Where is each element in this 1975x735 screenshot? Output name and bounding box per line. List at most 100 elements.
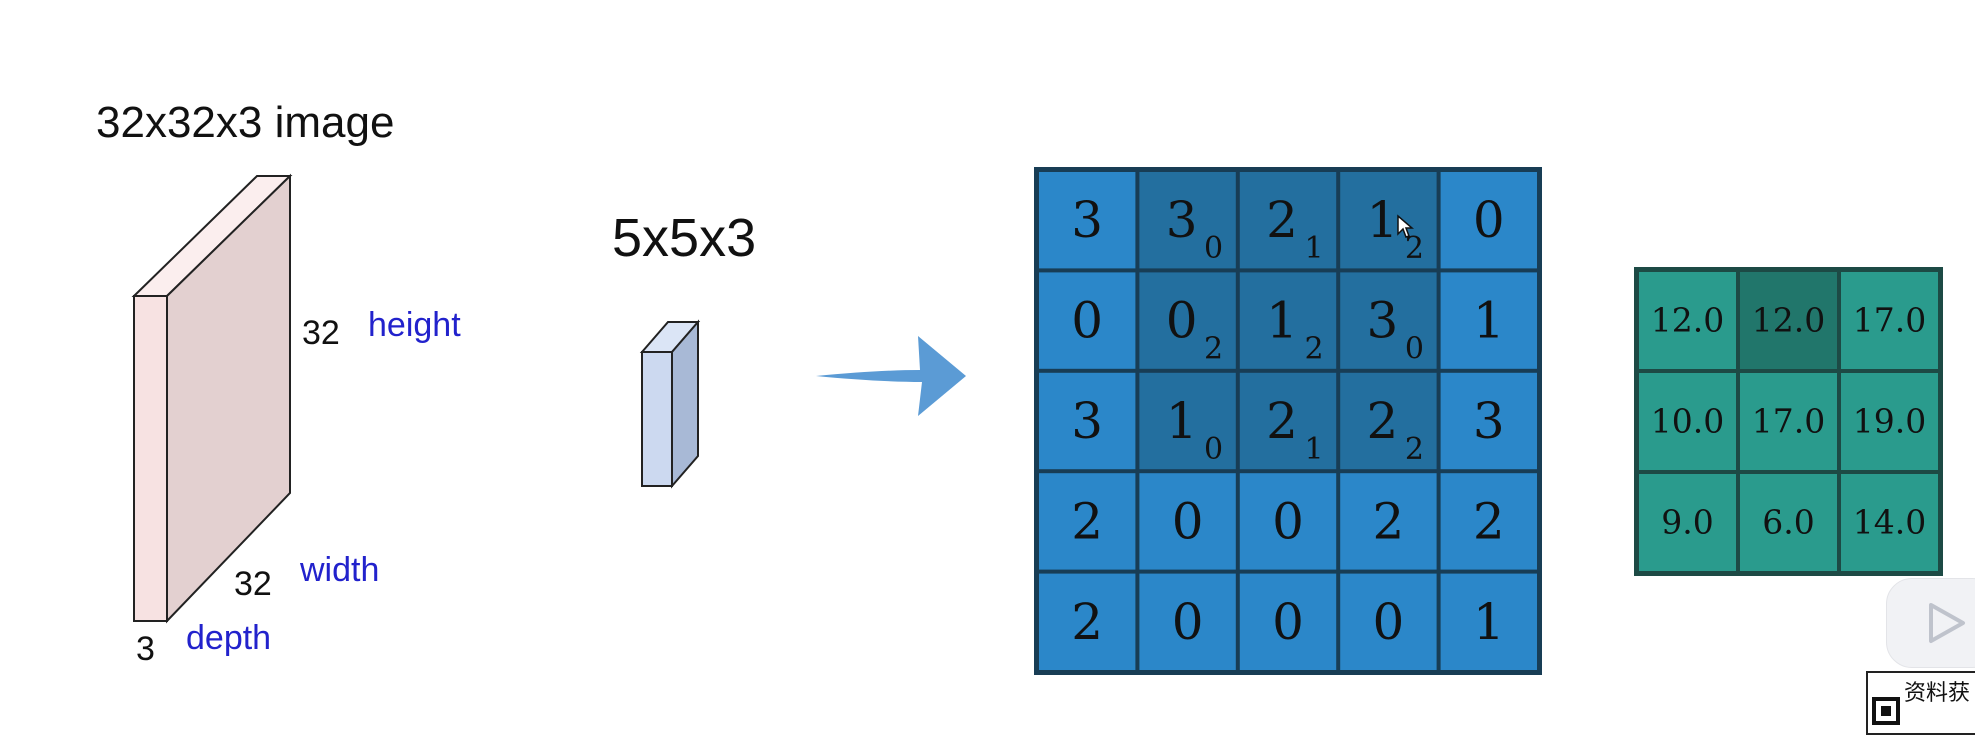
output-cell: [1639, 474, 1736, 571]
height-number: 32: [302, 314, 340, 352]
grid-cell-value: 0: [1166, 292, 1198, 350]
output-cell-value: 19.0: [1853, 402, 1926, 441]
volume-front-face: [133, 295, 168, 622]
grid-cell-value: 2: [1366, 392, 1398, 450]
grid-cell-value: 1: [1366, 191, 1398, 249]
play-icon: [1929, 603, 1965, 643]
grid-cell-value: 2: [1266, 191, 1298, 249]
grid-cell-value: 1: [1266, 292, 1298, 350]
play-button[interactable]: [1886, 578, 1975, 668]
grid-cell-value: 1: [1473, 593, 1505, 651]
kernel-weight: 0: [1204, 432, 1223, 467]
grid-cell-value: 2: [1473, 492, 1505, 550]
grid-cell-value: 3: [1166, 191, 1198, 249]
filter-size-label: 5x5x3: [612, 208, 757, 268]
kernel-weight: 0: [1405, 332, 1424, 367]
depth-number: 3: [136, 630, 155, 668]
filter-front-face: [641, 351, 673, 487]
output-cell: [1740, 373, 1837, 470]
input-feature-grid: 3 3 0 2 1 1 2 00 0 2 1 2 3 0 13 1 0 2 1 2 2 32 0 0 2 22 0 0 0 1: [1034, 167, 1542, 675]
filter-shape: [639, 319, 701, 489]
output-cell-value: 12.0: [1651, 301, 1724, 340]
grid-cell: [1440, 272, 1537, 369]
height-label: height: [368, 306, 461, 344]
grid-cell: [1039, 272, 1136, 369]
width-number: 32: [234, 565, 272, 603]
output-cell-value: 10.0: [1651, 402, 1724, 441]
grid-cell: [1440, 172, 1537, 269]
grid-cell: [1340, 372, 1437, 470]
output-cell-value: 14.0: [1853, 503, 1926, 542]
grid-cell-value: 0: [1272, 593, 1304, 651]
kernel-weight: 1: [1304, 432, 1323, 467]
grid-cell-value: 1: [1473, 292, 1505, 350]
image-volume-label: 32x32x3 image: [96, 98, 395, 147]
kernel-weight: 2: [1405, 231, 1424, 266]
grid-cell: [1139, 473, 1236, 570]
image-volume-shape: [131, 173, 293, 624]
grid-cell: [1139, 172, 1236, 269]
output-cell-value: 6.0: [1762, 503, 1814, 542]
grid-cell-value: 0: [1473, 191, 1505, 249]
grid-cell: [1340, 172, 1437, 269]
qr-code-icon: [1872, 697, 1900, 725]
grid-cell: [1239, 172, 1337, 269]
grid-cell: [1039, 473, 1136, 570]
kernel-weight: 0: [1204, 231, 1223, 266]
grid-cell: [1440, 473, 1537, 570]
qr-label: 资料获: [1904, 681, 1971, 706]
output-cell: [1639, 272, 1736, 369]
arrow-icon: [816, 336, 966, 416]
grid-cell: [1039, 573, 1136, 670]
grid-cell: [1139, 272, 1236, 369]
qr-code-badge[interactable]: 资料获: [1866, 671, 1975, 735]
grid-cell: [1440, 573, 1537, 670]
grid-cell: [1039, 172, 1136, 269]
output-cell: [1639, 373, 1736, 470]
grid-cell-value: 2: [1266, 392, 1298, 450]
grid-cell: [1340, 272, 1437, 369]
kernel-weight: 2: [1304, 332, 1323, 367]
output-cell: [1841, 272, 1938, 369]
grid-cell: [1340, 473, 1437, 570]
grid-cell-value: 3: [1071, 191, 1103, 249]
grid-cell-value: 3: [1366, 292, 1398, 350]
output-cell-value: 17.0: [1853, 301, 1926, 340]
filter-side-face: [671, 319, 699, 489]
grid-cell-value: 3: [1473, 392, 1505, 450]
grid-cell-value: 3: [1071, 392, 1103, 450]
grid-cell-value: 0: [1272, 492, 1304, 550]
depth-label: depth: [186, 619, 272, 657]
grid-cell-value: 2: [1372, 492, 1404, 550]
kernel-weight: 1: [1304, 231, 1323, 266]
grid-cell: [1440, 372, 1537, 470]
grid-cell: [1239, 372, 1337, 470]
grid-cell-value: 1: [1166, 392, 1198, 450]
grid-cell: [1139, 573, 1236, 670]
output-cell: [1841, 373, 1938, 470]
grid-cell-value: 2: [1071, 492, 1103, 550]
grid-cell: [1139, 372, 1236, 470]
cursor-icon: [1397, 214, 1414, 238]
volume-side-face: [166, 173, 291, 624]
kernel-weight: 2: [1405, 432, 1424, 467]
output-cell: [1841, 474, 1938, 571]
output-cell-value: 17.0: [1752, 402, 1825, 441]
output-cell-value: 9.0: [1661, 503, 1713, 542]
output-feature-map: 12.0 12.0 17.0 10.0 17.0 19.0 9.0 6.0 14.0: [1634, 267, 1943, 576]
output-cell: [1740, 474, 1837, 571]
grid-cell: [1039, 372, 1136, 470]
grid-cell: [1340, 573, 1437, 670]
kernel-weight: 2: [1204, 332, 1223, 367]
output-cell: [1740, 272, 1837, 369]
grid-cell: [1239, 473, 1337, 570]
width-label: width: [300, 551, 380, 589]
grid-cell-value: 0: [1372, 593, 1404, 651]
grid-cell-value: 0: [1172, 593, 1204, 651]
grid-cell: [1239, 272, 1337, 369]
grid-cell: [1239, 573, 1337, 670]
output-cell-value: 12.0: [1752, 301, 1825, 340]
grid-cell-value: 0: [1071, 292, 1103, 350]
grid-cell-value: 0: [1172, 492, 1204, 550]
grid-cell-value: 2: [1071, 593, 1103, 651]
